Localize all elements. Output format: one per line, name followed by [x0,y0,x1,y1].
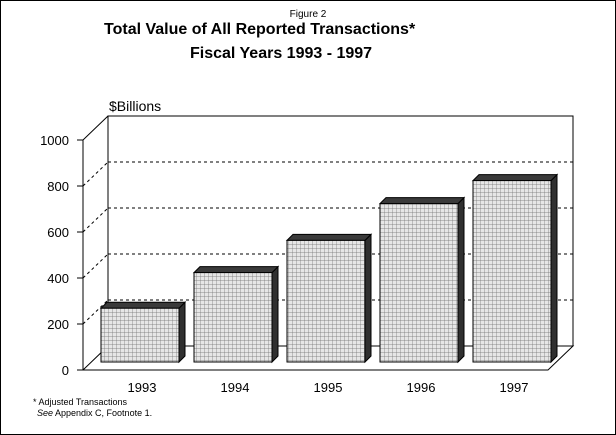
gridline-depth [82,207,109,233]
bar-1994 [193,272,273,363]
y-axis-label: $Billions [109,98,162,114]
footnote-appendix-text: Appendix C, Footnote 1. [53,408,153,418]
bar-1993 [100,307,180,363]
x-tick-label: 1994 [221,380,250,395]
gridline-depth [82,161,109,187]
y-tick-label: 0 [62,363,69,378]
bar-top [378,197,466,205]
y-tick-label: 600 [47,225,69,240]
bar-top [192,266,280,274]
bar-1996 [379,203,459,363]
bar-1995 [286,239,366,363]
bar-side [178,301,186,364]
y-tick-label: 800 [47,179,69,194]
bar-1997 [472,180,552,363]
x-tick-label: 1997 [500,380,529,395]
chart-title: Total Value of All Reported Transactions… [104,21,416,38]
footnote-see-appendix: See Appendix C, Footnote 1. [37,408,152,418]
bar-side [271,265,279,364]
bar-side [550,173,558,364]
bar-side [364,233,372,364]
gridline-depth [82,253,109,279]
y-tick-label: 200 [47,317,69,332]
y-tick-label: 400 [47,271,69,286]
x-tick-label: 1993 [128,380,157,395]
y-tick-label: 1000 [40,133,69,148]
x-tick-label: 1995 [314,380,343,395]
footnote-see-word: See [37,408,54,418]
figure-label: Figure 2 [289,9,327,20]
axis-depth-edge [82,115,109,141]
chart-floor [81,345,575,371]
x-tick-label: 1996 [407,380,436,395]
bar-side [457,196,465,364]
bar-top [471,174,559,182]
footnote-adjusted: * Adjusted Transactions [33,397,128,407]
bar-top [285,233,373,241]
bar-top [99,301,187,309]
chart-subtitle: Fiscal Years 1993 - 1997 [190,45,373,62]
